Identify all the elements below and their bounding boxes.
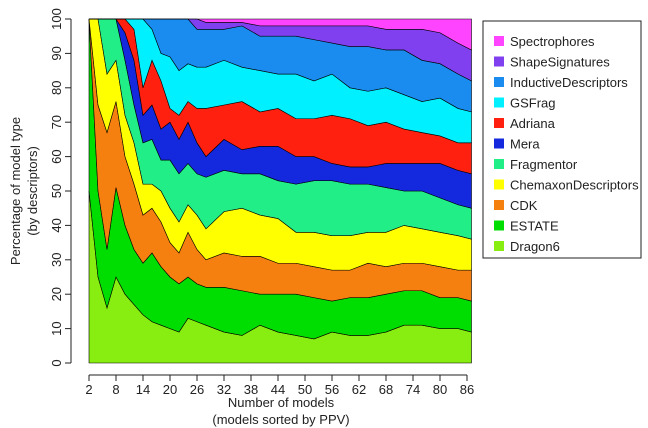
x-tick-label: 68: [379, 382, 393, 397]
x-tick-label: 14: [136, 382, 150, 397]
x-tick-label: 62: [352, 382, 366, 397]
y-tick-label: 40: [49, 218, 64, 232]
x-tick-label: 56: [325, 382, 339, 397]
x-tick-label: 2: [85, 382, 92, 397]
legend-label: ESTATE: [510, 219, 559, 234]
legend-swatch: [494, 56, 504, 67]
y-tick-label: 60: [49, 149, 64, 163]
legend-swatch: [494, 138, 504, 149]
x-tick-label: 8: [112, 382, 119, 397]
x-tick-label: 74: [406, 382, 420, 397]
y-axis-label: Percentage of model type: [8, 117, 23, 265]
legend-label: Dragon6: [510, 239, 560, 254]
legend-swatch: [494, 179, 504, 190]
y-tick-label: 10: [49, 321, 64, 335]
y-tick-label: 70: [49, 115, 64, 129]
x-axis-label: (models sorted by PPV): [212, 412, 349, 427]
x-tick-label: 44: [271, 382, 285, 397]
x-tick-label: 32: [217, 382, 231, 397]
legend-swatch: [494, 118, 504, 128]
x-tick-label: 86: [460, 382, 474, 397]
y-tick-label: 0: [49, 359, 64, 366]
y-tick-label: 80: [49, 81, 64, 95]
x-tick-label: 80: [433, 382, 447, 397]
legend-label: ChemaxonDescriptors: [510, 178, 639, 193]
legend-label: InductiveDescriptors: [510, 75, 628, 90]
x-tick-label: 50: [298, 382, 312, 397]
x-axis-label: Number of models: [228, 395, 335, 410]
legend-label: GSFrag: [510, 96, 556, 111]
area: [89, 18, 472, 51]
legend-label: CDK: [510, 198, 538, 213]
y-tick-label: 50: [49, 184, 64, 198]
y-tick-label: 20: [49, 287, 64, 301]
legend-label: ShapeSignatures: [510, 55, 610, 70]
x-tick-label: 38: [244, 382, 258, 397]
legend-swatch: [494, 159, 504, 169]
legend-label: Fragmentor: [510, 157, 578, 172]
plot-area: [88, 18, 472, 364]
y-tick-label: 90: [49, 46, 64, 60]
legend-label: Adriana: [510, 116, 556, 131]
legend-label: Spectrophores: [510, 34, 595, 49]
x-tick-label: 20: [163, 382, 177, 397]
legend-swatch: [494, 97, 504, 108]
legend-swatch: [494, 36, 504, 46]
y-tick-label: 30: [49, 253, 64, 267]
legend-box: [482, 20, 642, 259]
x-tick-label: 26: [190, 382, 204, 397]
legend-swatch: [494, 200, 504, 210]
legend-swatch: [494, 77, 504, 87]
legend-swatch: [494, 241, 504, 251]
y-axis-label: (by descriptors): [25, 146, 40, 236]
legend-label: Mera: [510, 137, 540, 152]
legend-swatch: [494, 220, 504, 231]
y-tick-label: 100: [49, 8, 64, 30]
